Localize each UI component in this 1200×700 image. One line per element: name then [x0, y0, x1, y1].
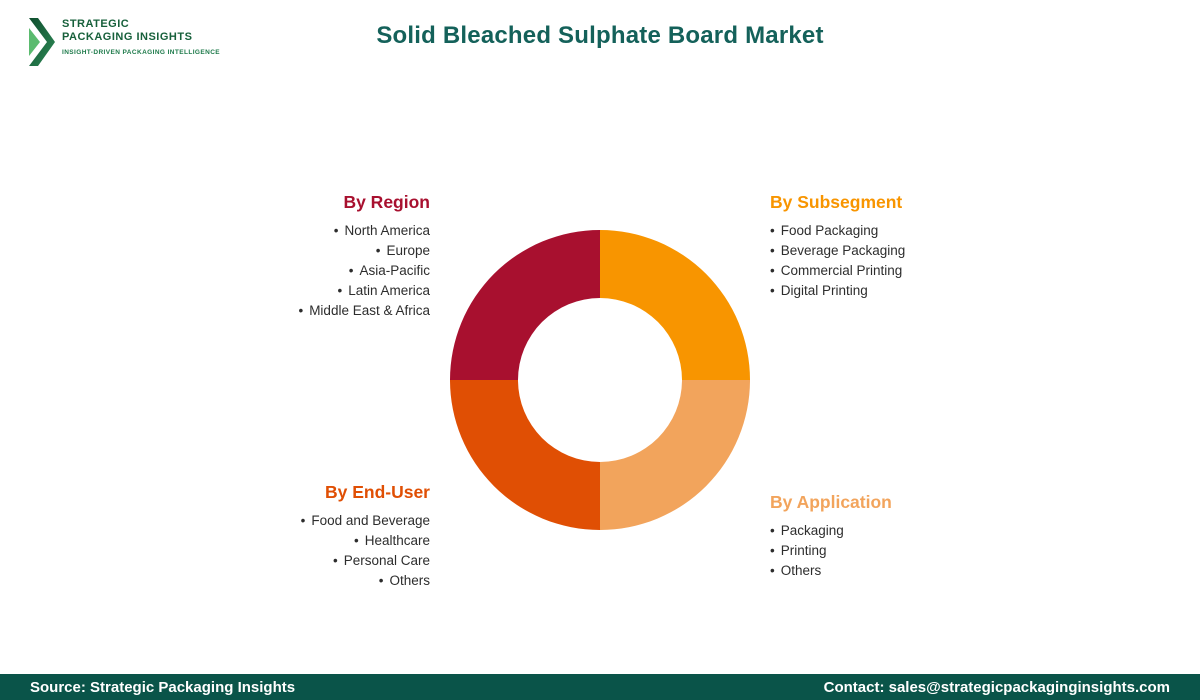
list-item: Healthcare [150, 531, 430, 551]
list-item: Beverage Packaging [770, 241, 1070, 261]
list-item: North America [150, 221, 430, 241]
list-item: Food Packaging [770, 221, 1070, 241]
segment-application: By Application Packaging Printing Others [770, 492, 1070, 581]
donut-slice-region [450, 230, 600, 380]
segment-enduser: By End-User Food and Beverage Healthcare… [150, 482, 430, 591]
logo-tagline: INSIGHT-DRIVEN PACKAGING INTELLIGENCE [62, 49, 221, 56]
segment-region: By Region North America Europe Asia-Paci… [150, 192, 430, 321]
page-title: Solid Bleached Sulphate Board Market [376, 22, 824, 49]
segment-region-heading: By Region [343, 192, 430, 212]
segment-region-list: North America Europe Asia-Pacific Latin … [150, 221, 430, 321]
segment-subsegment: By Subsegment Food Packaging Beverage Pa… [770, 192, 1070, 301]
double-chevron-right-icon [29, 18, 55, 66]
footer-bar: Source: Strategic Packaging Insights Con… [0, 674, 1200, 700]
segment-subsegment-heading: By Subsegment [770, 192, 903, 212]
logo: STRATEGIC PACKAGING INSIGHTS INSIGHT-DRI… [28, 14, 220, 70]
list-item: Latin America [150, 281, 430, 301]
donut-slice-application [600, 380, 750, 530]
list-item: Printing [770, 541, 1070, 561]
logo-line-1: STRATEGIC [62, 18, 130, 30]
segment-application-list: Packaging Printing Others [770, 521, 1070, 581]
contact-text: Contact: sales@strategicpackaginginsight… [823, 678, 1170, 696]
header: STRATEGIC PACKAGING INSIGHTS INSIGHT-DRI… [0, 0, 1200, 96]
donut-slice-enduser [450, 380, 600, 530]
logo-text: STRATEGIC PACKAGING INSIGHTS INSIGHT-DRI… [62, 14, 220, 56]
list-item: Packaging [770, 521, 1070, 541]
segment-subsegment-list: Food Packaging Beverage Packaging Commer… [770, 221, 1070, 301]
logo-line-2: PACKAGING INSIGHTS [62, 31, 193, 43]
donut-slice-subsegment [600, 230, 750, 380]
list-item: Middle East & Africa [150, 301, 430, 321]
list-item: Commercial Printing [770, 261, 1070, 281]
donut-chart [450, 230, 750, 530]
segment-application-heading: By Application [770, 492, 892, 512]
source-text: Source: Strategic Packaging Insights [30, 678, 296, 696]
list-item: Personal Care [150, 551, 430, 571]
list-item: Digital Printing [770, 281, 1070, 301]
list-item: Europe [150, 241, 430, 261]
list-item: Food and Beverage [150, 511, 430, 531]
list-item: Others [150, 571, 430, 591]
segment-enduser-heading: By End-User [324, 482, 430, 502]
list-item: Asia-Pacific [150, 261, 430, 281]
list-item: Others [770, 561, 1070, 581]
segment-enduser-list: Food and Beverage Healthcare Personal Ca… [150, 511, 430, 591]
